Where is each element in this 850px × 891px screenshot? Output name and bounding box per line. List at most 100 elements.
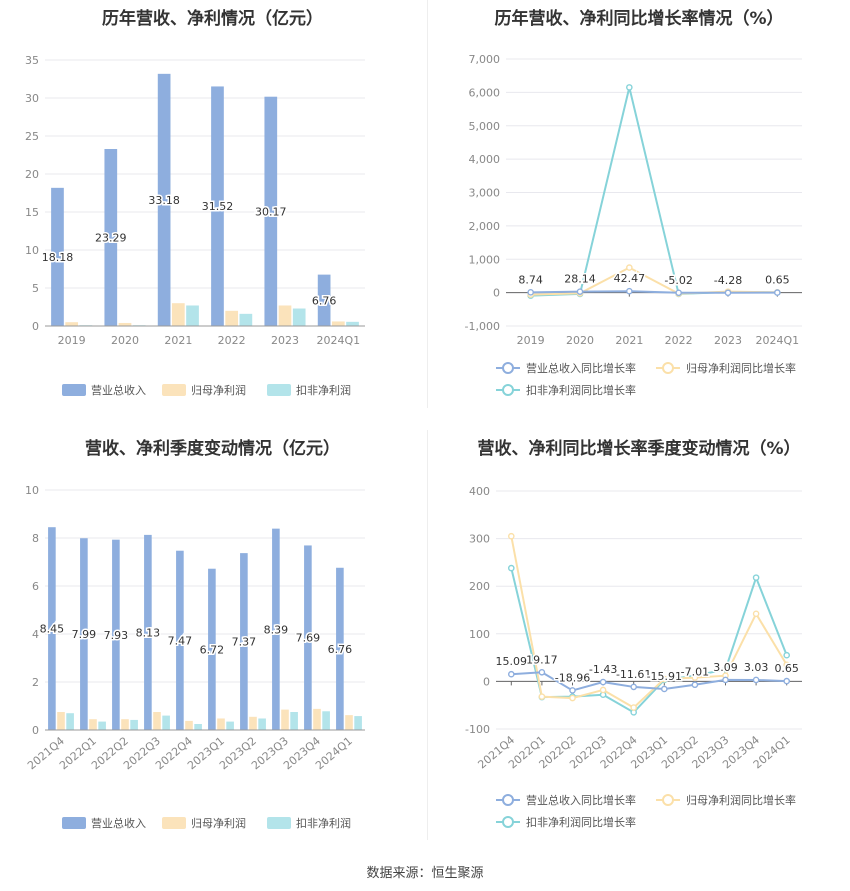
legend-marker (502, 384, 514, 396)
x-tick-label: 2022 (665, 334, 693, 347)
bar (153, 712, 161, 730)
data-point (630, 683, 637, 691)
data-point (752, 574, 760, 581)
bar (89, 719, 97, 730)
data-label: 7.69 (296, 632, 321, 645)
bar (354, 716, 362, 730)
data-label: 6.72 (200, 643, 225, 656)
bar (80, 538, 88, 730)
y-tick-label: 5 (32, 282, 39, 295)
y-tick-label: 25 (25, 130, 39, 143)
data-point (626, 264, 633, 271)
data-label: -5.02 (664, 274, 692, 287)
data-point (752, 610, 760, 618)
bar (121, 719, 129, 730)
y-tick-label: 30 (25, 92, 39, 105)
x-tick-label: 2020 (111, 334, 139, 347)
y-tick-label: 0 (32, 724, 39, 737)
data-label: 23.29 (95, 231, 127, 244)
panel-divider-top (427, 0, 428, 408)
legend-marker (502, 794, 514, 806)
y-tick-label: 4 (32, 628, 39, 641)
data-label: 8.39 (264, 623, 289, 636)
bar (130, 719, 138, 730)
data-label: -7.01 (681, 666, 709, 679)
y-tick-label: 10 (25, 484, 39, 497)
y-tick-label: 35 (25, 54, 39, 67)
bar (331, 321, 345, 326)
y-tick-label: 4,000 (469, 153, 501, 166)
bar (66, 713, 74, 730)
quarterly-amount-svg: 0 2 4 6 8 10 8.45 7.99 7.93 8.13 7.47 6.72 7.37 8.39 7… (25, 484, 365, 830)
bar (144, 534, 152, 730)
legend-label: 营业总收入同比增长率 (526, 793, 636, 807)
data-label: 8.13 (136, 626, 161, 639)
bar (290, 712, 298, 730)
data-point (675, 289, 682, 297)
panel-divider-bottom (427, 430, 428, 840)
x-tick-label: 2024Q1 (756, 334, 800, 347)
bar (57, 712, 65, 730)
data-label: 6.76 (312, 294, 337, 307)
series-line (510, 536, 788, 709)
quarterly-growth-chart: 营收、净利同比增长率季度变动情况（%） -100 0 100 200 300 400 15.… (428, 430, 850, 850)
bar (48, 527, 56, 730)
data-point (783, 677, 791, 685)
y-tick-label: 2 (32, 676, 39, 689)
bar (264, 96, 278, 326)
legend-marker (662, 362, 674, 374)
data-label: -4.28 (714, 274, 742, 287)
data-label: 31.52 (202, 200, 234, 213)
data-label: 7.99 (72, 628, 97, 641)
y-tick-label: -1,000 (465, 320, 500, 333)
x-tick-label: 2021 (164, 334, 192, 347)
data-label: -15.91 (647, 670, 682, 683)
series-line (530, 290, 778, 294)
data-point (626, 287, 633, 295)
bar (217, 718, 225, 730)
bar (186, 305, 199, 326)
legend-label: 归母净利润同比增长率 (686, 793, 796, 807)
y-tick-label: 0 (483, 675, 490, 688)
legend-label: 归母净利润 (191, 383, 246, 397)
legend-label: 营业总收入 (91, 816, 146, 830)
data-label: 3.03 (744, 661, 769, 674)
legend-marker (502, 362, 514, 374)
legend-label: 扣非净利润同比增长率 (526, 815, 636, 829)
bar (336, 567, 344, 730)
y-tick-label: 100 (469, 628, 490, 641)
legend-label: 扣非净利润同比增长率 (526, 383, 636, 397)
chart-title: 营收、净利季度变动情况（亿元） (85, 439, 340, 459)
bar (239, 313, 253, 326)
data-point (599, 686, 607, 694)
y-tick-label: 0 (493, 287, 500, 300)
legend-swatch (62, 384, 86, 396)
legend-swatch (162, 817, 186, 829)
y-tick-label: 7,000 (469, 53, 501, 66)
y-tick-label: 5,000 (469, 120, 501, 133)
data-label: 8.74 (518, 273, 543, 286)
data-point (569, 687, 576, 694)
data-point (508, 670, 515, 678)
data-point (599, 678, 607, 686)
data-point (538, 668, 546, 676)
legend-label: 营业总收入 (91, 383, 146, 397)
series-line (510, 567, 788, 714)
bar (317, 274, 331, 326)
data-label: 15.09 (496, 655, 528, 668)
bar (104, 148, 118, 326)
annual-growth-svg: -1,000 0 1,000 2,000 3,000 4,000 5,000 6,000 7,0… (465, 53, 802, 397)
data-label: -18.96 (555, 671, 590, 684)
x-tick-label: 2023 (714, 334, 742, 347)
x-tick-label: 2019 (58, 334, 86, 347)
legend-label: 扣非净利润 (296, 383, 351, 397)
legend-label: 营业总收入同比增长率 (526, 361, 636, 375)
data-label: -1.43 (589, 663, 617, 676)
data-point (508, 532, 515, 540)
data-label: 3.09 (713, 661, 738, 674)
data-point (630, 704, 637, 711)
data-point (774, 289, 781, 296)
data-label: 8.45 (40, 623, 65, 636)
series-line (530, 87, 778, 297)
